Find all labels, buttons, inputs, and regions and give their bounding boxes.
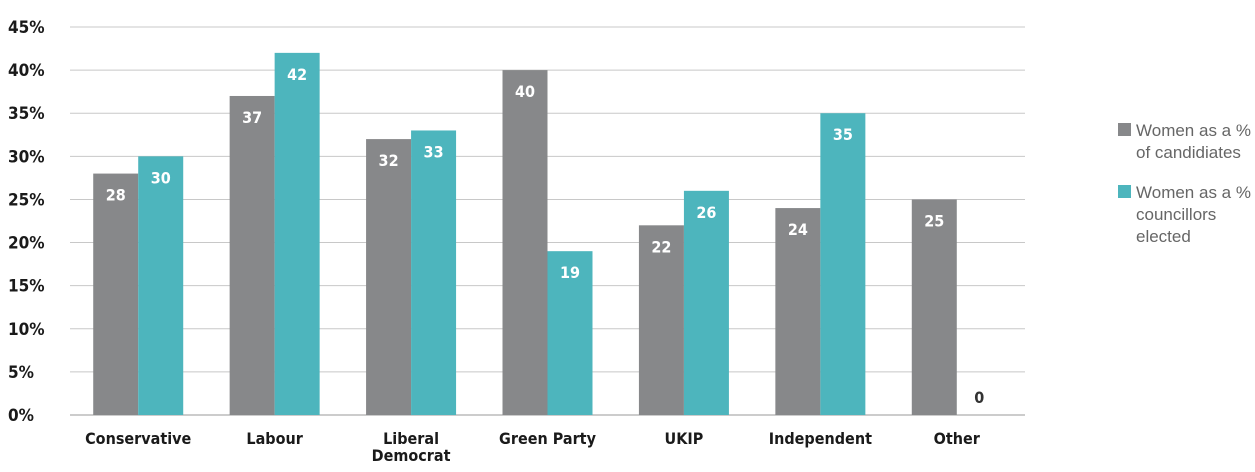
data-label: 37	[242, 108, 262, 127]
bar	[820, 113, 866, 415]
data-label: 22	[651, 237, 671, 256]
bar	[138, 156, 184, 416]
category-label: Green Party	[499, 429, 597, 448]
bar	[638, 225, 684, 415]
category-label: Conservative	[85, 429, 191, 448]
data-label: 33	[424, 142, 444, 161]
bar	[775, 208, 821, 415]
bar	[547, 251, 593, 415]
data-label: 19	[560, 263, 580, 282]
data-label: 0	[974, 388, 984, 407]
bar	[683, 190, 729, 415]
category-label: Other	[934, 429, 981, 448]
data-label: 32	[379, 151, 399, 170]
y-tick-label: 45%	[8, 18, 45, 38]
y-tick-label: 30%	[8, 147, 45, 167]
bar	[411, 130, 457, 415]
bar	[366, 139, 412, 416]
legend: Women as a % of candidiates Women as a %…	[1118, 120, 1253, 266]
data-label: 26	[696, 203, 716, 222]
y-tick-label: 20%	[8, 234, 45, 254]
legend-label-candidates: Women as a % of candidiates	[1136, 121, 1251, 162]
y-tick-label: 0%	[8, 406, 34, 426]
y-tick-label: 25%	[8, 190, 45, 210]
data-label: 40	[515, 82, 535, 101]
legend-label-elected: Women as a % councillors elected	[1136, 183, 1251, 246]
data-label: 30	[151, 168, 171, 187]
bar	[502, 70, 548, 415]
bar	[274, 52, 320, 415]
y-tick-label: 10%	[8, 320, 45, 340]
category-label: Labour	[246, 429, 303, 448]
data-label: 35	[833, 125, 853, 144]
y-tick-label: 15%	[8, 277, 45, 297]
y-tick-label: 35%	[8, 104, 45, 124]
category-label: Independent	[769, 429, 872, 448]
legend-item-elected: Women as a % councillors elected	[1118, 182, 1253, 248]
bar	[911, 199, 957, 415]
data-label: 28	[106, 186, 126, 205]
category-label: UKIP	[665, 429, 704, 448]
data-label: 25	[924, 211, 944, 230]
data-label: 42	[287, 65, 307, 84]
y-tick-label: 5%	[8, 363, 34, 383]
legend-item-candidates: Women as a % of candidiates	[1118, 120, 1253, 164]
data-label: 24	[788, 220, 808, 239]
bar	[229, 95, 275, 415]
category-label: Liberal Democrat	[372, 429, 451, 465]
legend-swatch-elected	[1118, 185, 1131, 198]
bar	[93, 173, 139, 415]
y-tick-label: 40%	[8, 61, 45, 81]
legend-swatch-candidates	[1118, 123, 1131, 136]
